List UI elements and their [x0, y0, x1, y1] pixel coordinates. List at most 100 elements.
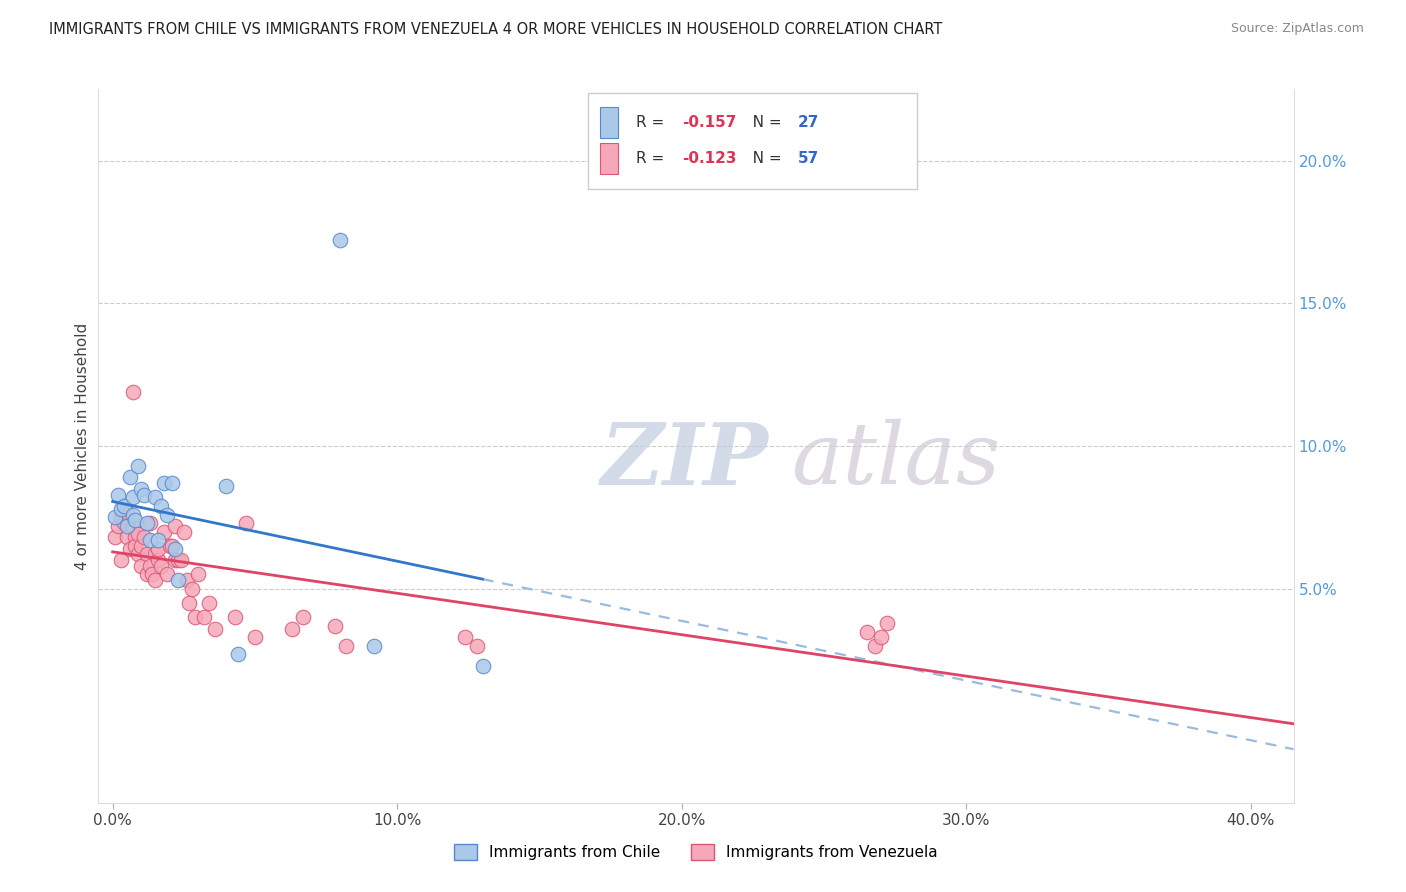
Point: [112, 516, 135, 530]
Point: [121, 519, 143, 533]
Point: [135, 567, 157, 582]
Point: [124, 539, 146, 553]
Point: [124, 513, 146, 527]
Point: [165, 519, 187, 533]
Point: [143, 548, 166, 562]
Point: [281, 622, 304, 636]
Point: [129, 558, 152, 573]
Point: [138, 558, 160, 573]
Point: [471, 658, 494, 673]
Point: [204, 622, 226, 636]
Point: [148, 553, 170, 567]
Point: [107, 487, 129, 501]
Point: [118, 541, 141, 556]
Point: [138, 533, 160, 548]
Point: [465, 639, 488, 653]
Point: [112, 499, 135, 513]
Point: [129, 482, 152, 496]
Text: R =: R =: [637, 115, 669, 130]
Point: [132, 487, 155, 501]
Text: 57: 57: [797, 151, 818, 166]
Text: atlas: atlas: [792, 419, 1001, 501]
Point: [132, 530, 155, 544]
Point: [107, 519, 129, 533]
Point: [121, 508, 143, 522]
Legend: Immigrants from Chile, Immigrants from Venezuela: Immigrants from Chile, Immigrants from V…: [449, 838, 943, 866]
Point: [121, 384, 143, 399]
Point: [110, 501, 132, 516]
Point: [110, 553, 132, 567]
Point: [118, 470, 141, 484]
Point: [141, 567, 163, 582]
Point: [148, 541, 170, 556]
Point: [153, 476, 176, 491]
Text: -0.123: -0.123: [682, 151, 737, 166]
Point: [243, 630, 266, 644]
Point: [224, 610, 246, 624]
Point: [104, 530, 127, 544]
Point: [115, 505, 138, 519]
Point: [226, 648, 249, 662]
Point: [156, 567, 179, 582]
Point: [165, 541, 187, 556]
Point: [127, 458, 149, 473]
Y-axis label: 4 or more Vehicles in Household: 4 or more Vehicles in Household: [75, 322, 90, 570]
Bar: [600, 107, 619, 138]
Text: ZIP: ZIP: [600, 418, 768, 502]
Point: [454, 630, 477, 644]
Point: [129, 539, 152, 553]
Point: [153, 524, 176, 539]
Point: [865, 639, 887, 653]
Point: [124, 530, 146, 544]
Point: [170, 553, 193, 567]
Text: IMMIGRANTS FROM CHILE VS IMMIGRANTS FROM VENEZUELA 4 OR MORE VEHICLES IN HOUSEHO: IMMIGRANTS FROM CHILE VS IMMIGRANTS FROM…: [49, 22, 942, 37]
Text: N =: N =: [738, 115, 786, 130]
Point: [143, 491, 166, 505]
Point: [143, 573, 166, 587]
Point: [150, 558, 173, 573]
Point: [127, 548, 149, 562]
Point: [329, 234, 352, 248]
Point: [173, 524, 195, 539]
Point: [198, 596, 221, 610]
Point: [162, 476, 184, 491]
Text: Source: ZipAtlas.com: Source: ZipAtlas.com: [1230, 22, 1364, 36]
Point: [193, 610, 215, 624]
Point: [179, 596, 201, 610]
Point: [292, 610, 315, 624]
Point: [138, 516, 160, 530]
Point: [104, 510, 127, 524]
Point: [150, 499, 173, 513]
Text: N =: N =: [738, 151, 786, 166]
Point: [855, 624, 877, 639]
Point: [235, 516, 257, 530]
Text: R =: R =: [637, 151, 669, 166]
Point: [187, 567, 209, 582]
Bar: [600, 143, 619, 174]
Text: 27: 27: [797, 115, 818, 130]
Point: [323, 619, 346, 633]
Point: [135, 516, 157, 530]
Text: -0.157: -0.157: [682, 115, 735, 130]
Point: [162, 539, 184, 553]
Point: [363, 639, 385, 653]
Point: [167, 553, 190, 567]
Point: [135, 548, 157, 562]
Point: [215, 479, 238, 493]
Point: [181, 582, 204, 596]
Point: [876, 615, 898, 630]
Point: [167, 573, 190, 587]
Point: [870, 630, 893, 644]
Point: [159, 539, 181, 553]
Point: [127, 527, 149, 541]
Point: [115, 530, 138, 544]
FancyBboxPatch shape: [589, 93, 917, 189]
Point: [121, 491, 143, 505]
Point: [115, 519, 138, 533]
Point: [148, 533, 170, 548]
Point: [156, 508, 179, 522]
Point: [335, 639, 357, 653]
Point: [110, 510, 132, 524]
Point: [176, 573, 198, 587]
Point: [184, 610, 207, 624]
